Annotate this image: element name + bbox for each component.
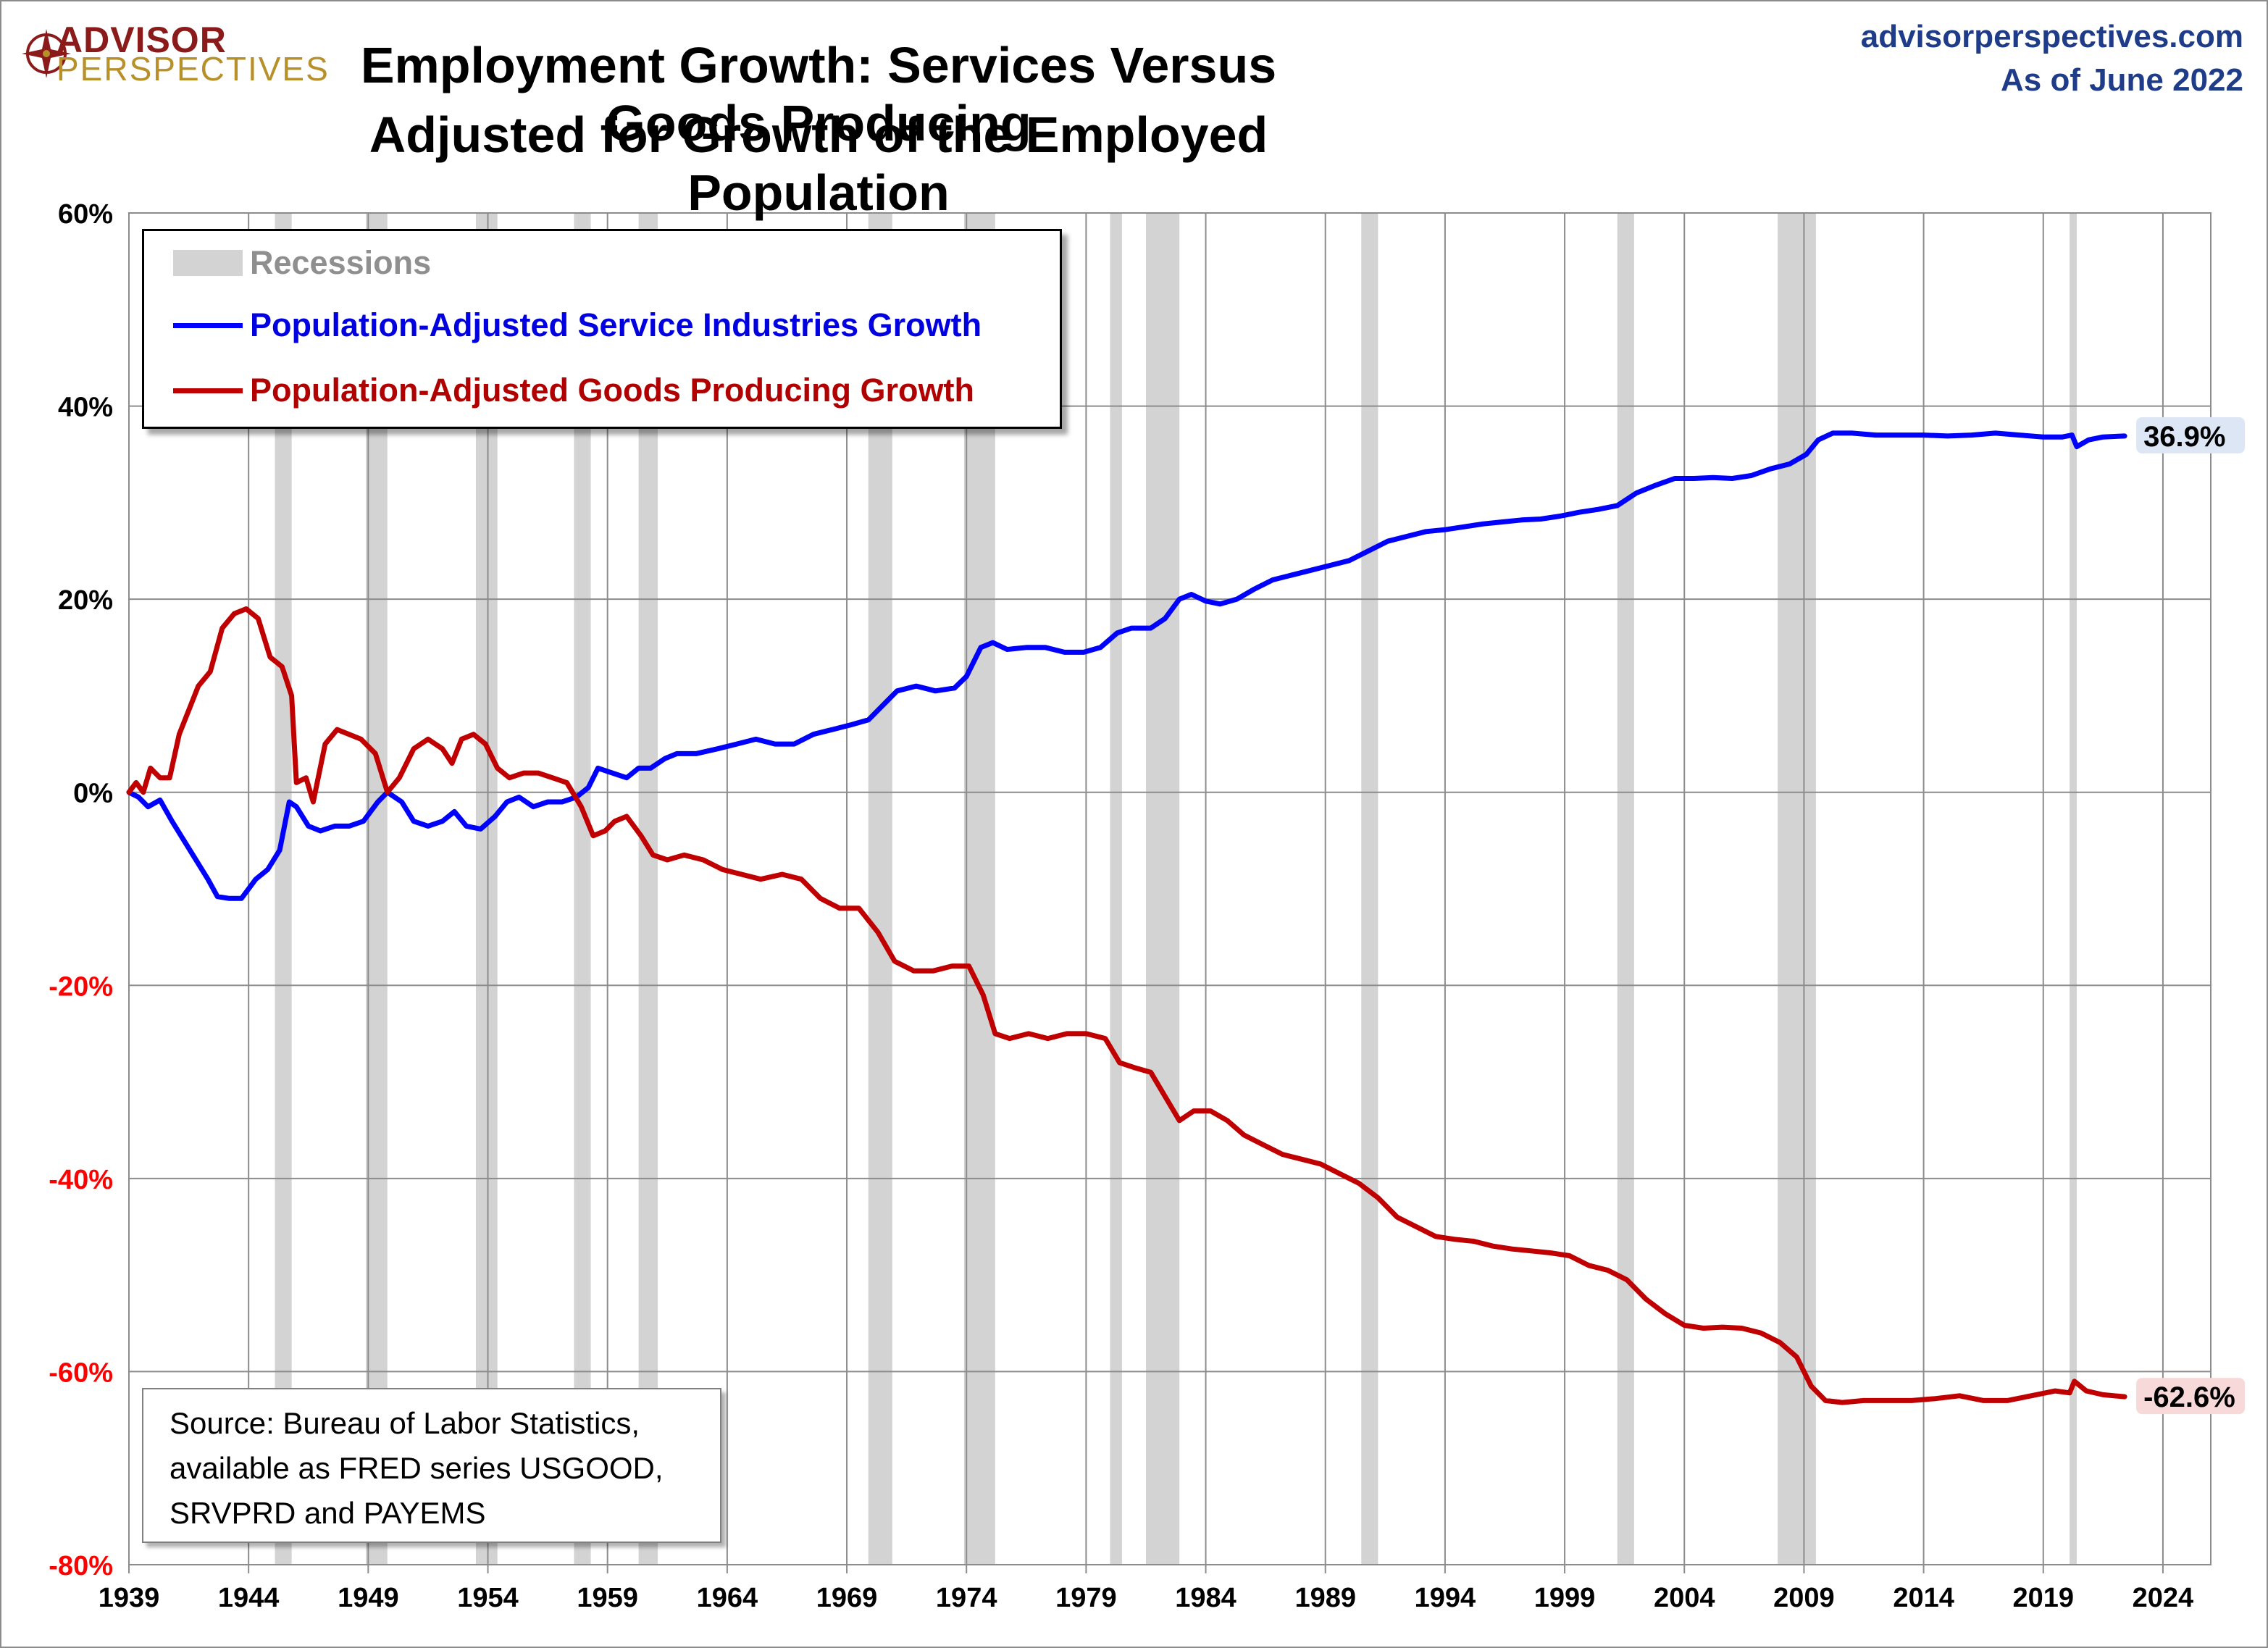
recession-band bbox=[275, 213, 292, 1565]
legend-item-goods: Population-Adjusted Goods Producing Grow… bbox=[173, 372, 974, 409]
series-lines bbox=[126, 430, 2127, 1405]
recession-band bbox=[868, 213, 892, 1565]
y-tick-label: 40% bbox=[58, 393, 113, 423]
x-tick-label: 1964 bbox=[697, 1583, 758, 1613]
recession-band bbox=[1617, 213, 1634, 1565]
x-tick-label: 2014 bbox=[1893, 1583, 1954, 1613]
y-tick-label: -20% bbox=[49, 971, 113, 1002]
end-label-background bbox=[2136, 1378, 2246, 1415]
goods-end-label: -62.6% bbox=[2143, 1381, 2235, 1413]
plot-area-border bbox=[128, 212, 2211, 1565]
y-tick-label: 0% bbox=[73, 779, 113, 809]
logo-perspectives: PERSPECTIVES bbox=[57, 50, 330, 88]
x-tick-label: 1974 bbox=[936, 1583, 997, 1613]
x-tick-label: 2009 bbox=[1773, 1583, 1835, 1613]
x-tick-label: 1989 bbox=[1294, 1583, 1356, 1613]
recession-band bbox=[2070, 213, 2077, 1565]
site-url: advisorperspectives.com bbox=[1860, 19, 2243, 54]
recession-band bbox=[1110, 213, 1122, 1565]
x-tick-label: 1994 bbox=[1415, 1583, 1476, 1613]
x-tick-label: 1944 bbox=[218, 1583, 280, 1613]
legend-item-services: Population-Adjusted Service Industries G… bbox=[173, 306, 982, 344]
x-tick-label: 1984 bbox=[1175, 1583, 1236, 1613]
recession-swatch bbox=[173, 250, 243, 276]
x-tick-label: 2019 bbox=[2012, 1583, 2074, 1613]
chart-title-line-2: Adjusted for Growth of the Employed Popu… bbox=[369, 106, 1268, 221]
recession-band bbox=[574, 213, 591, 1565]
x-tick-label: 2004 bbox=[1654, 1583, 1715, 1613]
legend-item-recessions: Recessions bbox=[173, 244, 431, 282]
y-tick-label: 20% bbox=[58, 585, 113, 616]
as-of-date: As of June 2022 bbox=[2000, 62, 2243, 98]
end-labels: 36.9% -62.6% bbox=[2136, 417, 2246, 1415]
y-tick-label: -80% bbox=[49, 1551, 113, 1581]
y-tick-label: -40% bbox=[49, 1165, 113, 1195]
recession-band bbox=[1778, 213, 1816, 1565]
end-label-background bbox=[2136, 417, 2246, 453]
recession-band bbox=[366, 213, 388, 1565]
x-tick-label: 1969 bbox=[816, 1583, 878, 1613]
x-axis-tick-labels: 1939 1944 1949 1954 1959 1964 1969 1974 1979 1984… bbox=[99, 1583, 2193, 1613]
services-end-label: 36.9% bbox=[2143, 421, 2225, 453]
legend-label-recessions: Recessions bbox=[250, 244, 432, 281]
recession-band bbox=[1145, 213, 1180, 1565]
chart-title-line-1: Employment Growth: Services Versus Goods… bbox=[360, 37, 1277, 151]
x-tick-label: 1954 bbox=[457, 1583, 519, 1613]
source-note: Source: Bureau of Labor Statistics, avai… bbox=[142, 1388, 721, 1543]
goods-series-line bbox=[126, 606, 2127, 1405]
services-line-swatch bbox=[173, 322, 243, 328]
legend: Recessions Population-Adjusted Service I… bbox=[142, 229, 1062, 429]
y-axis-tick-labels: 60% 40% 20% 0% -20% -40% -60% -80% bbox=[49, 199, 113, 1581]
x-tick-label: 1949 bbox=[338, 1583, 399, 1613]
x-tick-label: 1959 bbox=[577, 1583, 638, 1613]
source-line-2: available as FRED series USGOOD, bbox=[170, 1451, 664, 1485]
recession-bands bbox=[275, 213, 2077, 1565]
services-series-line bbox=[126, 430, 2127, 901]
source-line-3: SRVPRD and PAYEMS bbox=[170, 1496, 486, 1530]
y-tick-label: 60% bbox=[58, 199, 113, 230]
legend-label-services: Population-Adjusted Service Industries G… bbox=[250, 306, 982, 343]
y-tick-label: -60% bbox=[49, 1358, 113, 1388]
recession-band bbox=[963, 213, 995, 1565]
recession-band bbox=[476, 213, 498, 1565]
recession-band bbox=[638, 213, 658, 1565]
x-tick-label: 1979 bbox=[1055, 1583, 1117, 1613]
compass-logo-icon bbox=[22, 29, 71, 78]
source-line-1: Source: Bureau of Labor Statistics, bbox=[170, 1406, 640, 1440]
goods-line-swatch bbox=[173, 388, 243, 393]
recession-band bbox=[1361, 213, 1378, 1565]
legend-label-goods: Population-Adjusted Goods Producing Grow… bbox=[250, 372, 974, 409]
logo-advisor: ADVISOR bbox=[57, 20, 227, 60]
x-tick-label: 2024 bbox=[2133, 1583, 2194, 1613]
x-tick-label: 1999 bbox=[1534, 1583, 1596, 1613]
x-tick-label: 1939 bbox=[99, 1583, 160, 1613]
